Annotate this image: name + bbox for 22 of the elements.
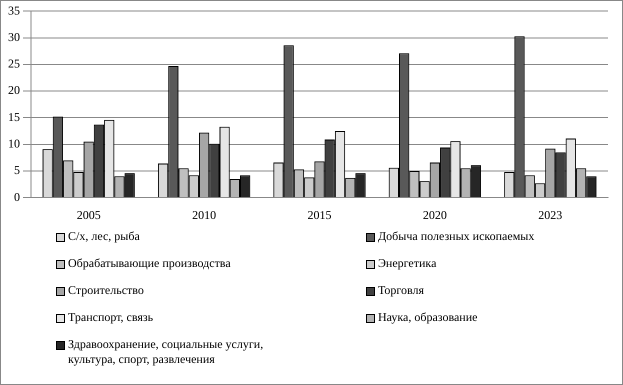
- y-tick-label: 10: [8, 136, 20, 150]
- y-tick-label: 15: [8, 110, 20, 124]
- legend-label: Добыча полезных ископаемых: [378, 229, 534, 244]
- x-tick-label: 2005: [76, 208, 101, 222]
- y-tick-label: 35: [8, 3, 20, 18]
- legend-label: С/х, лес, рыба: [68, 229, 140, 244]
- y-tick-label: 20: [8, 83, 20, 98]
- x-tick-label: 2015: [308, 208, 332, 222]
- x-tick-label: 2023: [538, 208, 562, 222]
- legend-label: Транспорт, связь: [68, 310, 154, 325]
- y-tick-label: 0: [14, 190, 20, 204]
- legend-label: Торговля: [378, 283, 424, 298]
- legend-label: Энергетика: [378, 256, 436, 271]
- legend-label: Здравоохранение, социальные услуги, культура, спорт, развлечения: [68, 337, 264, 367]
- y-tick-label: 25: [8, 56, 20, 71]
- x-tick-label: 2020: [422, 208, 447, 222]
- y-tick-label: 30: [8, 30, 20, 44]
- y-tick-label: 5: [14, 163, 20, 178]
- legend-label: Наука, образование: [378, 310, 478, 325]
- legend-label: Обрабатывающие производства: [68, 256, 231, 271]
- legend-label: Строительство: [68, 283, 144, 298]
- x-tick-label: 2010: [192, 208, 216, 222]
